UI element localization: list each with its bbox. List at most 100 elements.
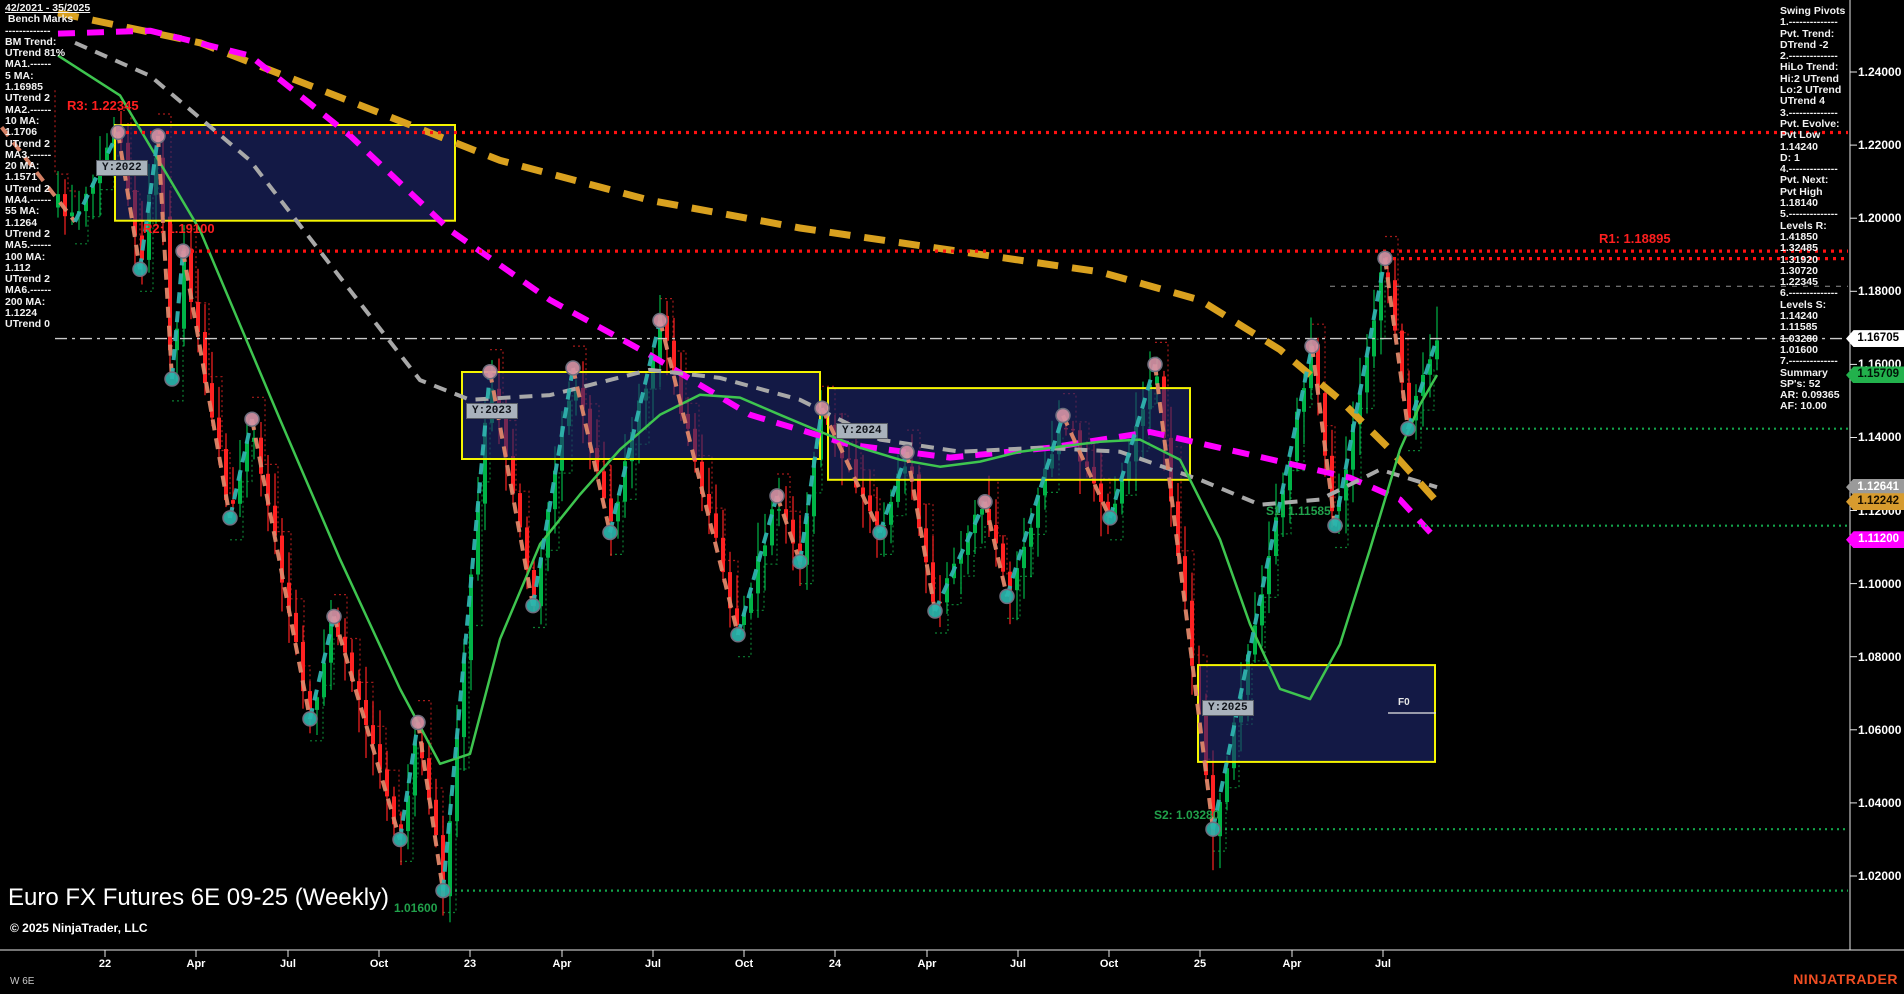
candle-body — [476, 503, 480, 575]
candle-body — [287, 582, 291, 613]
time-axis[interactable]: 22 Apr Jul Oct 23 Apr Jul Oct 24 Apr Jul Oct 25 Apr Ju… — [0, 951, 1904, 979]
candle-body — [1344, 469, 1348, 501]
benchmarks-panel-line: MA5.------ — [5, 239, 52, 252]
hilo-step-line — [935, 523, 986, 634]
candle-body — [357, 681, 361, 700]
candle-body — [532, 570, 536, 607]
ma200-price-tag: 1.12242 — [1846, 493, 1904, 511]
pivot-high-dot — [326, 608, 342, 625]
pivot-low-dot — [1400, 420, 1416, 437]
hilo-step-line — [1213, 368, 1313, 852]
pivot-low-dot — [1327, 517, 1343, 534]
year-box-label-2023: Y:2023 — [466, 403, 518, 419]
pivot-low-dot — [222, 510, 238, 526]
benchmarks-panel-line: 5 MA: — [5, 69, 34, 82]
pivot-low-dot — [602, 524, 618, 541]
candle-body — [896, 473, 900, 502]
pivot-low-dot — [872, 524, 888, 541]
pivot-low-dot — [302, 711, 318, 727]
candle-body — [455, 737, 459, 822]
interval-watermark: W 6E — [10, 976, 35, 987]
candle-body — [1435, 340, 1439, 360]
candle-body — [1295, 411, 1299, 461]
candle-body — [462, 660, 466, 738]
candle-body — [742, 612, 746, 625]
level-label-s3: 1.01600 — [394, 901, 438, 915]
candle-body — [1274, 517, 1278, 556]
candle-body — [1120, 479, 1124, 504]
hilo-step-line — [230, 441, 253, 541]
candle-body — [518, 493, 522, 528]
level-label-r2: R2: 1.19100 — [143, 221, 215, 236]
pivot-low-dot — [435, 882, 451, 899]
swing-pivots-panel-line: 6.-------------- — [1780, 287, 1838, 300]
swing-zigzag-segment — [170, 250, 185, 380]
time-axis-label: 24 — [828, 958, 842, 970]
pivot-high-dot — [410, 714, 426, 731]
candle-body — [987, 508, 991, 525]
swing-zigzag-segment — [116, 131, 142, 270]
candle-body — [1358, 392, 1362, 425]
swing-pivots-panel-line: 1.14240 — [1780, 310, 1818, 323]
swing-zigzag-segment — [608, 320, 662, 533]
swing-pivots-panel-line: Pvt. Evolve: — [1780, 117, 1840, 130]
benchmarks-panel-line: 10 MA: — [5, 114, 40, 127]
swing-pivots-panel-line: 1.30720 — [1780, 264, 1818, 277]
hilo-step-line — [75, 154, 119, 245]
candle-body — [56, 194, 60, 208]
candle-body — [224, 449, 228, 501]
candle-body — [245, 441, 249, 472]
candle-body — [812, 459, 816, 517]
swing-pivots-panel-line: Pvt Low — [1780, 129, 1821, 142]
candle-body — [602, 471, 606, 499]
candle-body — [721, 537, 725, 573]
candle-body — [392, 796, 396, 825]
candle-body — [714, 513, 718, 538]
pivot-low-dot — [132, 261, 148, 278]
pivot-high-dot — [1055, 407, 1071, 424]
candle-body — [1043, 468, 1047, 496]
swing-pivots-panel-line: 1.01600 — [1780, 343, 1818, 356]
level-label-s2: S2: 1.03280 — [1154, 808, 1220, 822]
candle-body — [329, 622, 333, 663]
pivot-high-dot — [175, 243, 191, 259]
swing-zigzag-segment — [1333, 258, 1387, 526]
pivot-high-dot — [482, 363, 498, 380]
time-axis-label: Apr — [552, 958, 572, 970]
swing-pivots-panel-line: Pvt High — [1780, 185, 1823, 198]
candle-body — [553, 470, 557, 510]
candle-body — [868, 495, 872, 512]
candle-body — [448, 821, 452, 897]
swing-zigzag-segment — [531, 367, 575, 606]
candle-body — [1393, 280, 1397, 331]
pivot-low-dot — [792, 553, 808, 570]
swing-pivots-panel-line: 1.32485 — [1780, 242, 1818, 255]
benchmarks-panel-line: 1.1264 — [5, 216, 38, 229]
price-axis-label: 1.20000 — [1858, 211, 1902, 226]
candle-body — [1386, 272, 1390, 281]
price-axis[interactable]: 1.24000 1.22000 1.20000 1.18000 1.16000 1.140… — [1850, 0, 1904, 950]
level-label-r1: R1: 1.18895 — [1599, 231, 1671, 246]
swing-zigzag-segment — [1383, 258, 1410, 429]
price-axis-label: 1.04000 — [1858, 795, 1902, 810]
candle-body — [308, 691, 312, 710]
candle-body — [427, 758, 431, 800]
candle-body — [525, 527, 529, 570]
candle-body — [1015, 568, 1019, 591]
ma20-line — [57, 54, 1439, 766]
candle-body — [1316, 344, 1320, 394]
candle-body — [917, 474, 921, 529]
benchmarks-panel-line: MA1.------ — [5, 58, 52, 71]
swing-pivots-panel-line: UTrend 4 — [1780, 95, 1825, 108]
candle-body — [483, 422, 487, 504]
pivot-high-dot — [1304, 338, 1320, 354]
price-axis-label: 1.02000 — [1858, 869, 1902, 883]
candle-body — [231, 500, 235, 504]
time-axis-label: Oct — [734, 958, 754, 970]
candle-body — [924, 528, 928, 563]
swing-pivots-panel-line: Swing Pivots — [1780, 5, 1846, 17]
candle-body — [364, 700, 368, 726]
candle-body — [616, 501, 620, 522]
